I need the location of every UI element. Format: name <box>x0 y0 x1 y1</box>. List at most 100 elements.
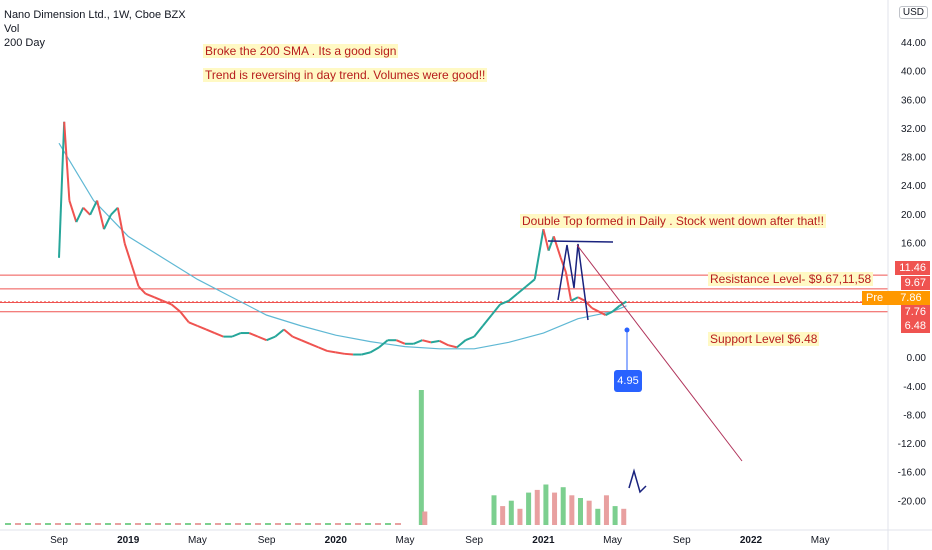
volume-bar <box>534 489 540 525</box>
volume-bar-small <box>145 523 151 525</box>
price-tag-9-67: 9.67 <box>900 276 930 290</box>
price-segment <box>110 207 119 216</box>
volume-bar-small <box>225 523 231 525</box>
price-segment <box>591 307 600 313</box>
volume-bar-small <box>255 523 261 525</box>
price-segment <box>300 339 311 345</box>
price-segment <box>465 335 475 342</box>
price-segment <box>456 339 467 349</box>
price-segment <box>547 236 555 252</box>
price-segment <box>525 278 536 288</box>
volume-bar-small <box>315 523 321 525</box>
volume-bar <box>422 511 428 525</box>
volume-bar-small <box>245 523 251 525</box>
x-tick-label: 2021 <box>532 535 555 546</box>
volume-bar-small <box>395 523 401 525</box>
x-tick-label: Sep <box>465 535 483 546</box>
volume-bar-small <box>355 523 361 525</box>
note-resistance: Resistance Level- $9.67,11,58 <box>708 272 874 286</box>
volume-bar-small <box>285 523 291 525</box>
volume-bar-small <box>265 523 271 525</box>
x-axis: Sep 2019 May Sep 2020 May Sep 2021 May Sep 2022 May <box>0 529 932 546</box>
volume-bars <box>5 390 627 525</box>
volume-bar <box>560 487 566 525</box>
volume-bar <box>586 500 592 525</box>
volume-bar-small <box>155 523 161 525</box>
price-segment <box>369 346 380 354</box>
price-segment <box>283 328 294 338</box>
price-segment <box>103 214 112 230</box>
volume-bar-small <box>205 523 211 525</box>
volume-bar-small <box>375 523 381 525</box>
volume-bar-small <box>275 523 281 525</box>
volume-bar-small <box>185 523 191 525</box>
price-segment <box>413 339 423 345</box>
price-segment <box>63 121 71 201</box>
price-segment <box>170 303 181 313</box>
y-tick-label: -4.00 <box>903 382 926 393</box>
volume-bar-small <box>125 523 131 525</box>
volume-bar-small <box>385 523 391 525</box>
annotations <box>547 240 743 494</box>
x-tick-label: Sep <box>50 535 68 546</box>
sma-indicator-label[interactable]: 200 Day <box>4 37 45 49</box>
volume-bar-small <box>345 523 351 525</box>
price-segment <box>577 296 586 302</box>
y-tick-label: 32.00 <box>901 124 926 135</box>
currency-badge[interactable]: USD <box>898 6 928 19</box>
price-segment <box>197 324 207 331</box>
price-segment <box>326 349 336 354</box>
price-segment <box>274 328 285 338</box>
y-tick-label: -20.00 <box>898 496 927 507</box>
volume-indicator-label[interactable]: Vol <box>4 23 20 35</box>
volume-bar-small <box>95 523 101 525</box>
volume-bar <box>418 390 424 525</box>
price-tag-7-76: 7.76 <box>900 305 930 319</box>
y-tick-label: 40.00 <box>901 67 926 78</box>
volume-bar-small <box>295 523 301 525</box>
price-segment <box>618 300 627 307</box>
price-tag-6-48: 6.48 <box>900 319 930 333</box>
volume-bar-small <box>365 523 371 525</box>
price-segment <box>499 299 510 306</box>
price-segment <box>188 321 198 327</box>
volume-bar-small <box>335 523 341 525</box>
price-segment <box>130 264 140 287</box>
volume-bar <box>543 484 549 525</box>
price-segment <box>58 121 66 258</box>
volume-squiggle <box>628 468 647 494</box>
y-tick-label: 36.00 <box>901 95 926 106</box>
double-top-pattern <box>557 243 589 321</box>
price-tag-11-46: 11.46 <box>895 261 930 275</box>
price-segment <box>96 200 105 230</box>
price-segment <box>75 207 85 223</box>
sma-line <box>58 142 627 350</box>
volume-bar <box>500 506 506 525</box>
price-line <box>58 121 627 356</box>
x-tick-label: May <box>188 535 207 546</box>
y-tick-label: 0.00 <box>907 353 927 364</box>
y-tick-label: 16.00 <box>901 239 926 250</box>
volume-bar <box>569 495 575 525</box>
chart-legend: Nano Dimension Ltd., 1W, Cboe BZX Vol 20… <box>4 8 186 50</box>
volume-bar-small <box>65 523 71 525</box>
price-segment <box>605 310 614 317</box>
volume-bar-small <box>105 523 111 525</box>
price-segment <box>439 340 449 347</box>
volume-bar <box>526 492 532 525</box>
y-tick-label: -16.00 <box>898 468 927 479</box>
price-segment <box>598 310 607 317</box>
price-segment <box>448 344 458 349</box>
volume-bar <box>578 498 583 525</box>
price-segment <box>68 200 78 223</box>
volume-bar <box>603 495 609 525</box>
price-segment <box>179 310 190 323</box>
price-segment <box>611 305 621 313</box>
price-tag-pre: Pre 7.86 <box>862 291 930 305</box>
y-tick-label: -8.00 <box>903 410 926 421</box>
price-segment <box>564 271 573 301</box>
volume-bar <box>612 506 618 525</box>
price-segment <box>482 314 493 327</box>
price-segment <box>257 335 267 342</box>
